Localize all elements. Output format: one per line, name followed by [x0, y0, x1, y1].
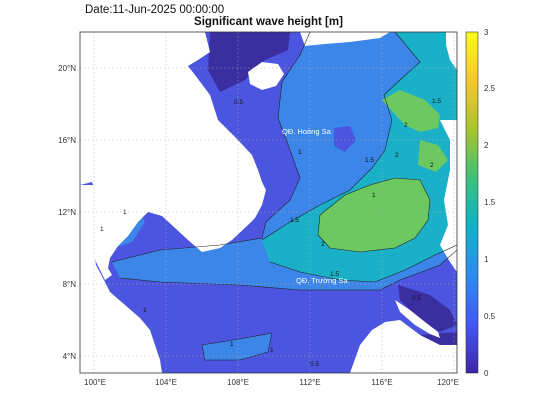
contour-15: [269, 244, 457, 283]
contour-15-north: [261, 32, 421, 241]
lat-tick-label: 12°N: [58, 208, 76, 217]
china-coast-land: [300, 32, 390, 46]
date-label: Date:11-Jun-2025 00:00:00: [85, 4, 225, 16]
contour-label: 0.5: [310, 361, 319, 368]
colorbar-tick: 2.5: [484, 84, 496, 93]
contour-1-south: [119, 249, 457, 291]
borneo-land: [350, 320, 457, 373]
colorbar-ramp: [465, 31, 479, 374]
contour-label: 1.5: [365, 157, 374, 164]
sea-band-05-hoangsa: [334, 126, 356, 152]
contour-2: [317, 177, 431, 253]
contour-label: 1.5: [330, 271, 339, 278]
hainan-land: [248, 62, 284, 90]
contour-label: 0.5: [234, 99, 243, 106]
map-frame: [79, 31, 458, 374]
contour-label: 1.5: [290, 217, 299, 224]
lat-tick-label: 4°N: [63, 352, 77, 361]
lon-tick-label: 120°E: [437, 378, 459, 387]
contour-label: 1: [123, 209, 127, 216]
sea-band-0-north: [208, 32, 290, 92]
contour-label: 2: [404, 122, 408, 129]
sea-band-2-mid: [418, 140, 448, 172]
sea-band-2-south: [318, 178, 430, 252]
contour-label: 2: [395, 152, 399, 159]
lat-tick-label: 8°N: [63, 280, 77, 289]
contour-label: 1: [230, 341, 234, 348]
land: [80, 32, 457, 373]
hoang-sa-label: QĐ. Hoàng Sa: [282, 127, 332, 136]
lon-axis: 100°E 104°E 108°E 112°E 116°E 120°E: [84, 378, 459, 387]
lon-tick-label: 112°E: [299, 378, 320, 387]
contour-1-sunda: [201, 332, 273, 361]
colorbar: 3 2.5 2 1.5 1 0.5 0: [465, 28, 496, 378]
colorbar-tick: 1: [484, 255, 489, 264]
colorbar-tick: 2: [484, 141, 489, 150]
contour-lines: [111, 32, 457, 361]
lon-tick-label: 104°E: [155, 378, 177, 387]
contour-label: 0.5: [412, 295, 421, 302]
sea-band-1-south: [202, 333, 272, 360]
contour-label: 2: [430, 162, 434, 169]
contour-label: 1: [100, 226, 104, 233]
colorbar-tick: 0: [484, 369, 489, 378]
map-field: 0.5 1 1.5 2 1.5 2 2 1 1.5 2 1.5 0.5 1 1 …: [80, 32, 457, 373]
lat-tick-label: 16°N: [58, 136, 76, 145]
indochina-land: [80, 32, 266, 280]
palawan-land: [395, 300, 440, 338]
sea-band-2-north: [382, 90, 440, 132]
contour-label: 2: [321, 241, 325, 248]
lat-tick-label: 20°N: [58, 64, 76, 73]
truong-sa-label: QĐ. Trường Sa: [296, 276, 348, 285]
contour-label: 1: [372, 192, 376, 199]
lon-tick-label: 100°E: [84, 378, 106, 387]
graticule: [80, 32, 457, 373]
contour-label: 1: [270, 347, 274, 354]
contour-1: [111, 32, 311, 263]
lat-axis: 20°N 16°N 12°N 8°N 4°N: [58, 64, 76, 361]
contour-label: 1: [143, 307, 147, 314]
contour-label: 1: [298, 149, 302, 156]
luzon-land: [440, 120, 457, 272]
colorbar-tick: 1.5: [484, 198, 496, 207]
lon-tick-label: 108°E: [227, 378, 249, 387]
sea-band-0-palawan: [398, 285, 457, 332]
chart-title: Significant wave height [m]: [194, 16, 343, 28]
colorbar-tick: 0.5: [484, 312, 496, 321]
contour-label: 1.5: [432, 98, 441, 105]
lon-tick-label: 116°E: [371, 378, 392, 387]
malay-peninsula-land: [80, 185, 162, 373]
colorbar-tick: 3: [484, 28, 489, 37]
